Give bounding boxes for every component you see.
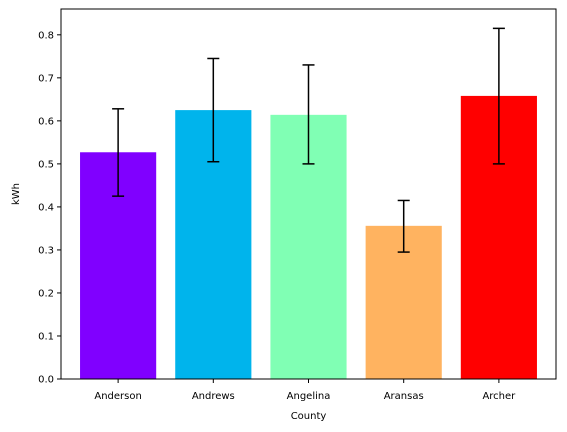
error-bar-anderson [112, 108, 125, 197]
error-bar-aransas [397, 199, 410, 253]
y-tick-label: 0.2 [38, 288, 54, 299]
y-tick-label: 0.1 [38, 331, 54, 342]
x-axis-ticks: Anderson Andrews Angelina Aransas Archer [94, 379, 516, 402]
y-tick-label: 0.4 [38, 202, 54, 213]
x-tick-label: Anderson [94, 391, 141, 402]
y-tick-label: 0.6 [38, 116, 54, 127]
y-tick-label: 0.7 [38, 73, 54, 84]
y-tick-label: 0.3 [38, 245, 54, 256]
x-axis-label: County [291, 411, 327, 422]
x-tick-label: Aransas [384, 391, 424, 402]
y-tick-label: 0.5 [38, 159, 54, 170]
x-tick-label: Andrews [192, 391, 235, 402]
y-axis-ticks: 0.0 0.1 0.2 0.3 0.4 0.5 0.6 0.7 0.8 [38, 30, 61, 386]
x-tick-label: Archer [482, 391, 516, 402]
y-tick-label: 0.0 [38, 375, 54, 386]
error-bar-andrews [207, 57, 220, 163]
error-bars-group [112, 27, 505, 253]
x-tick-label: Angelina [287, 391, 331, 402]
y-axis-label: kWh [11, 183, 22, 205]
y-tick-label: 0.8 [38, 30, 54, 41]
error-bar-archer [492, 27, 505, 165]
error-bar-angelina [302, 64, 315, 165]
